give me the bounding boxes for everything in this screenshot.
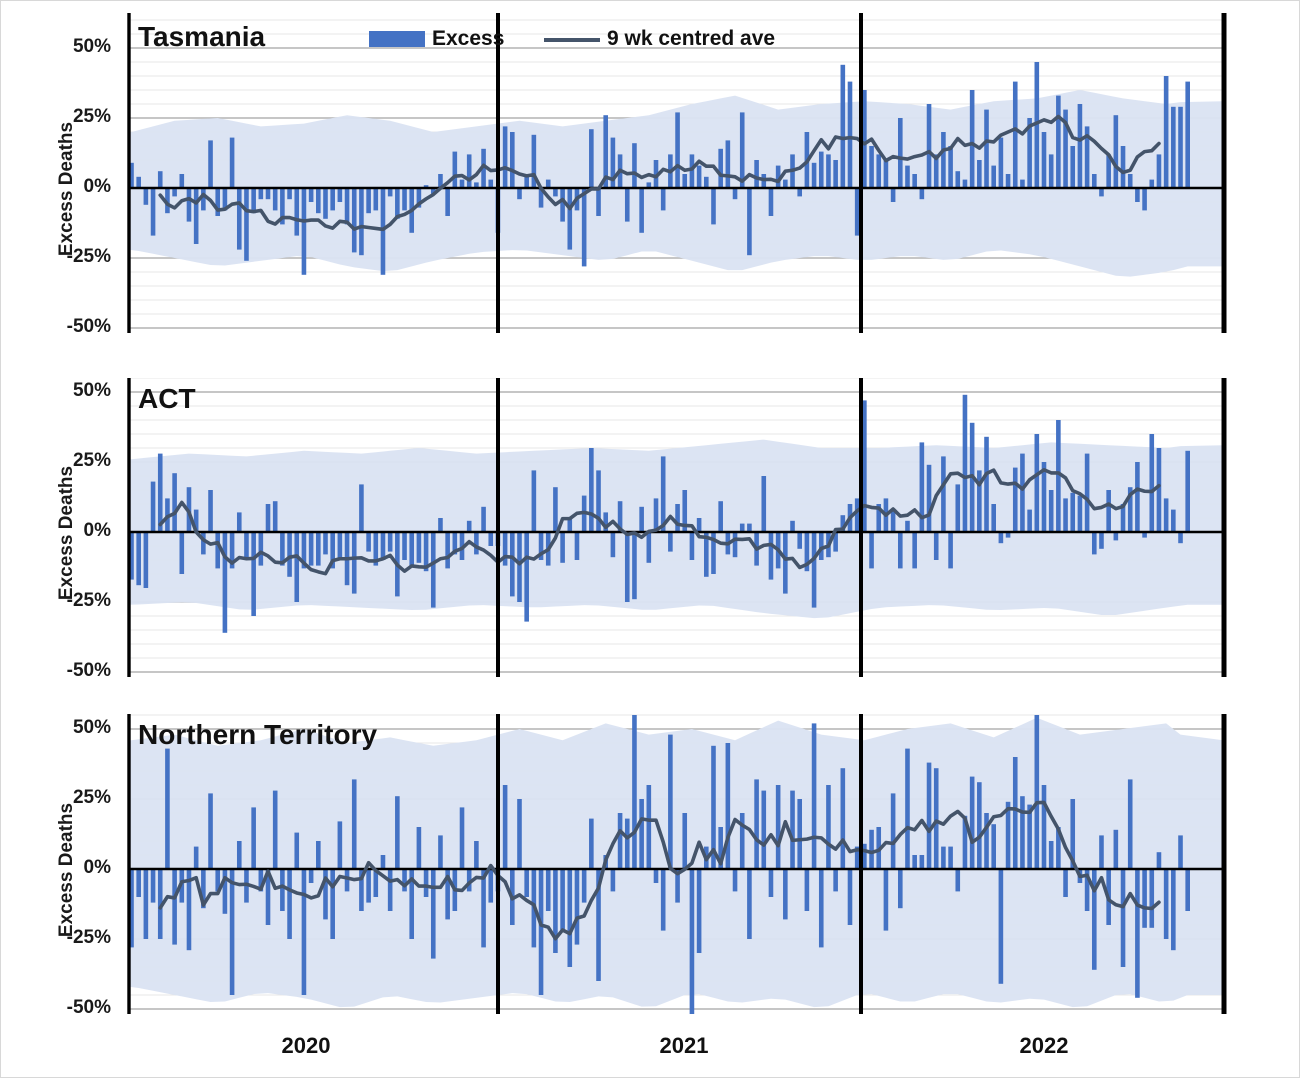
y-tick-label: 50%	[72, 380, 111, 401]
y-tick-label: 0%	[83, 520, 111, 541]
y-tick-label: -25%	[66, 246, 111, 267]
y-tick-label: 50%	[72, 717, 111, 738]
x-tick-2022: 2022	[1019, 1033, 1069, 1058]
y-tick-label: 25%	[72, 106, 111, 127]
y-tick-label: -50%	[66, 660, 111, 681]
y-tick-label: 0%	[83, 857, 111, 878]
y-tick-label: -25%	[66, 590, 111, 611]
legend-excess-label: Excess	[432, 27, 505, 50]
y-tick-label: -50%	[66, 997, 111, 1018]
y-tick-label: -25%	[66, 927, 111, 948]
x-tick-2020: 2020	[281, 1033, 331, 1058]
y-tick-label: 25%	[72, 787, 111, 808]
y-tick-label: 25%	[72, 450, 111, 471]
panel-title-tasmania: Tasmania	[138, 21, 266, 52]
panel-title-northern-territory: Northern Territory	[138, 719, 378, 750]
panel-title-act: ACT	[138, 383, 196, 414]
x-tick-2021: 2021	[659, 1033, 709, 1058]
y-tick-label: 0%	[83, 176, 111, 197]
y-tick-label: -50%	[66, 316, 111, 337]
panel-act	[128, 378, 1223, 677]
legend-avg-line-icon	[544, 38, 600, 42]
panel-tasmania	[128, 13, 1223, 333]
legend-avg-label: 9 wk centred ave	[607, 27, 776, 50]
legend-excess-swatch-icon	[369, 31, 425, 47]
panel-northern-territory	[128, 714, 1223, 1014]
y-tick-label: 50%	[72, 36, 111, 57]
